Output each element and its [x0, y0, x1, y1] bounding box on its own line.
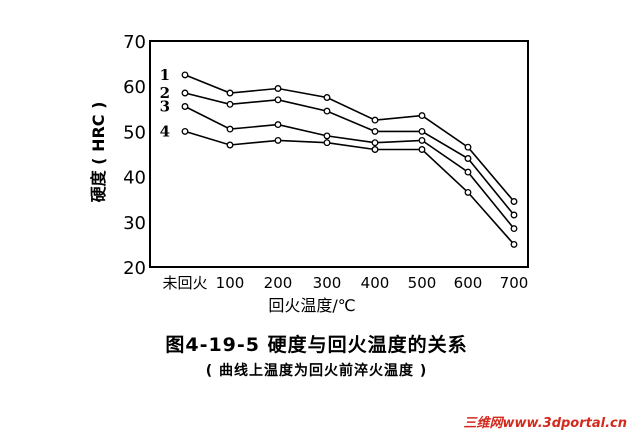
data-point — [418, 127, 426, 135]
series-line-1 — [184, 74, 515, 203]
x-tick-label: 500 — [408, 274, 437, 292]
data-point — [510, 240, 518, 248]
y-tick-label: 40 — [123, 168, 146, 189]
data-point — [371, 127, 379, 135]
x-tick-label: 300 — [313, 274, 342, 292]
x-axis-ticks: 未回火 100 200 300 400 500 600 700 — [162, 274, 528, 292]
hardness-chart: 20 30 40 50 60 70 未回火 100 200 300 400 500 600 700 12… — [89, 32, 529, 315]
x-tick-label: 700 — [500, 274, 529, 292]
data-point — [418, 112, 426, 120]
data-point — [464, 143, 472, 151]
series-line-4 — [184, 130, 515, 245]
series-label: 2 — [160, 84, 170, 102]
data-point — [274, 121, 282, 129]
series-label: 1 — [160, 66, 170, 84]
x-tick-label: 600 — [454, 274, 483, 292]
data-point — [323, 94, 331, 101]
data-point — [274, 96, 282, 104]
data-point — [226, 141, 234, 149]
y-axis-label: 硬度 ( HRC ) — [89, 102, 108, 203]
data-point — [226, 89, 234, 97]
data-point — [464, 168, 472, 176]
series-label: 3 — [160, 98, 170, 116]
series-line-3 — [184, 105, 515, 230]
data-point — [226, 125, 234, 133]
y-tick-label: 60 — [123, 77, 146, 98]
data-point — [181, 71, 189, 79]
y-tick-label: 50 — [123, 122, 146, 143]
data-point — [274, 136, 282, 144]
x-axis-label: 回火温度/℃ — [268, 296, 355, 315]
figure-subtitle: ( 曲线上温度为回火前淬火温度 ) — [205, 363, 428, 379]
y-tick-label: 30 — [123, 213, 146, 234]
data-point — [464, 155, 472, 162]
x-tick-label: 400 — [361, 274, 390, 292]
data-point — [418, 136, 426, 144]
figure-title: 图4-19-5 硬度与回火温度的关系 — [165, 334, 468, 356]
data-point — [371, 146, 379, 153]
series-labels: 123 4 — [160, 66, 170, 140]
data-point — [510, 225, 518, 233]
data-point — [323, 107, 331, 115]
data-point — [181, 103, 189, 110]
data-point — [371, 116, 379, 124]
data-point — [181, 89, 189, 97]
data-point — [464, 188, 472, 196]
series-line-2 — [184, 92, 515, 216]
data-point — [418, 146, 426, 153]
data-point — [510, 211, 518, 219]
data-point — [181, 127, 189, 135]
data-point — [226, 100, 234, 108]
plot-frame — [149, 40, 529, 268]
y-axis-ticks: 20 30 40 50 60 70 — [123, 32, 146, 279]
series-label: 4 — [160, 122, 170, 140]
x-tick-label: 未回火 — [162, 274, 207, 292]
data-point — [323, 132, 331, 140]
data-point — [274, 85, 282, 92]
y-tick-label: 20 — [123, 258, 146, 279]
data-point — [323, 139, 331, 147]
y-tick-label: 70 — [123, 32, 146, 53]
x-tick-label: 100 — [216, 274, 245, 292]
data-point — [510, 198, 518, 205]
series-layer — [181, 71, 518, 248]
watermark: 三维网www.3dportal.cn — [463, 416, 627, 431]
x-tick-label: 200 — [264, 274, 293, 292]
data-point — [371, 139, 379, 147]
